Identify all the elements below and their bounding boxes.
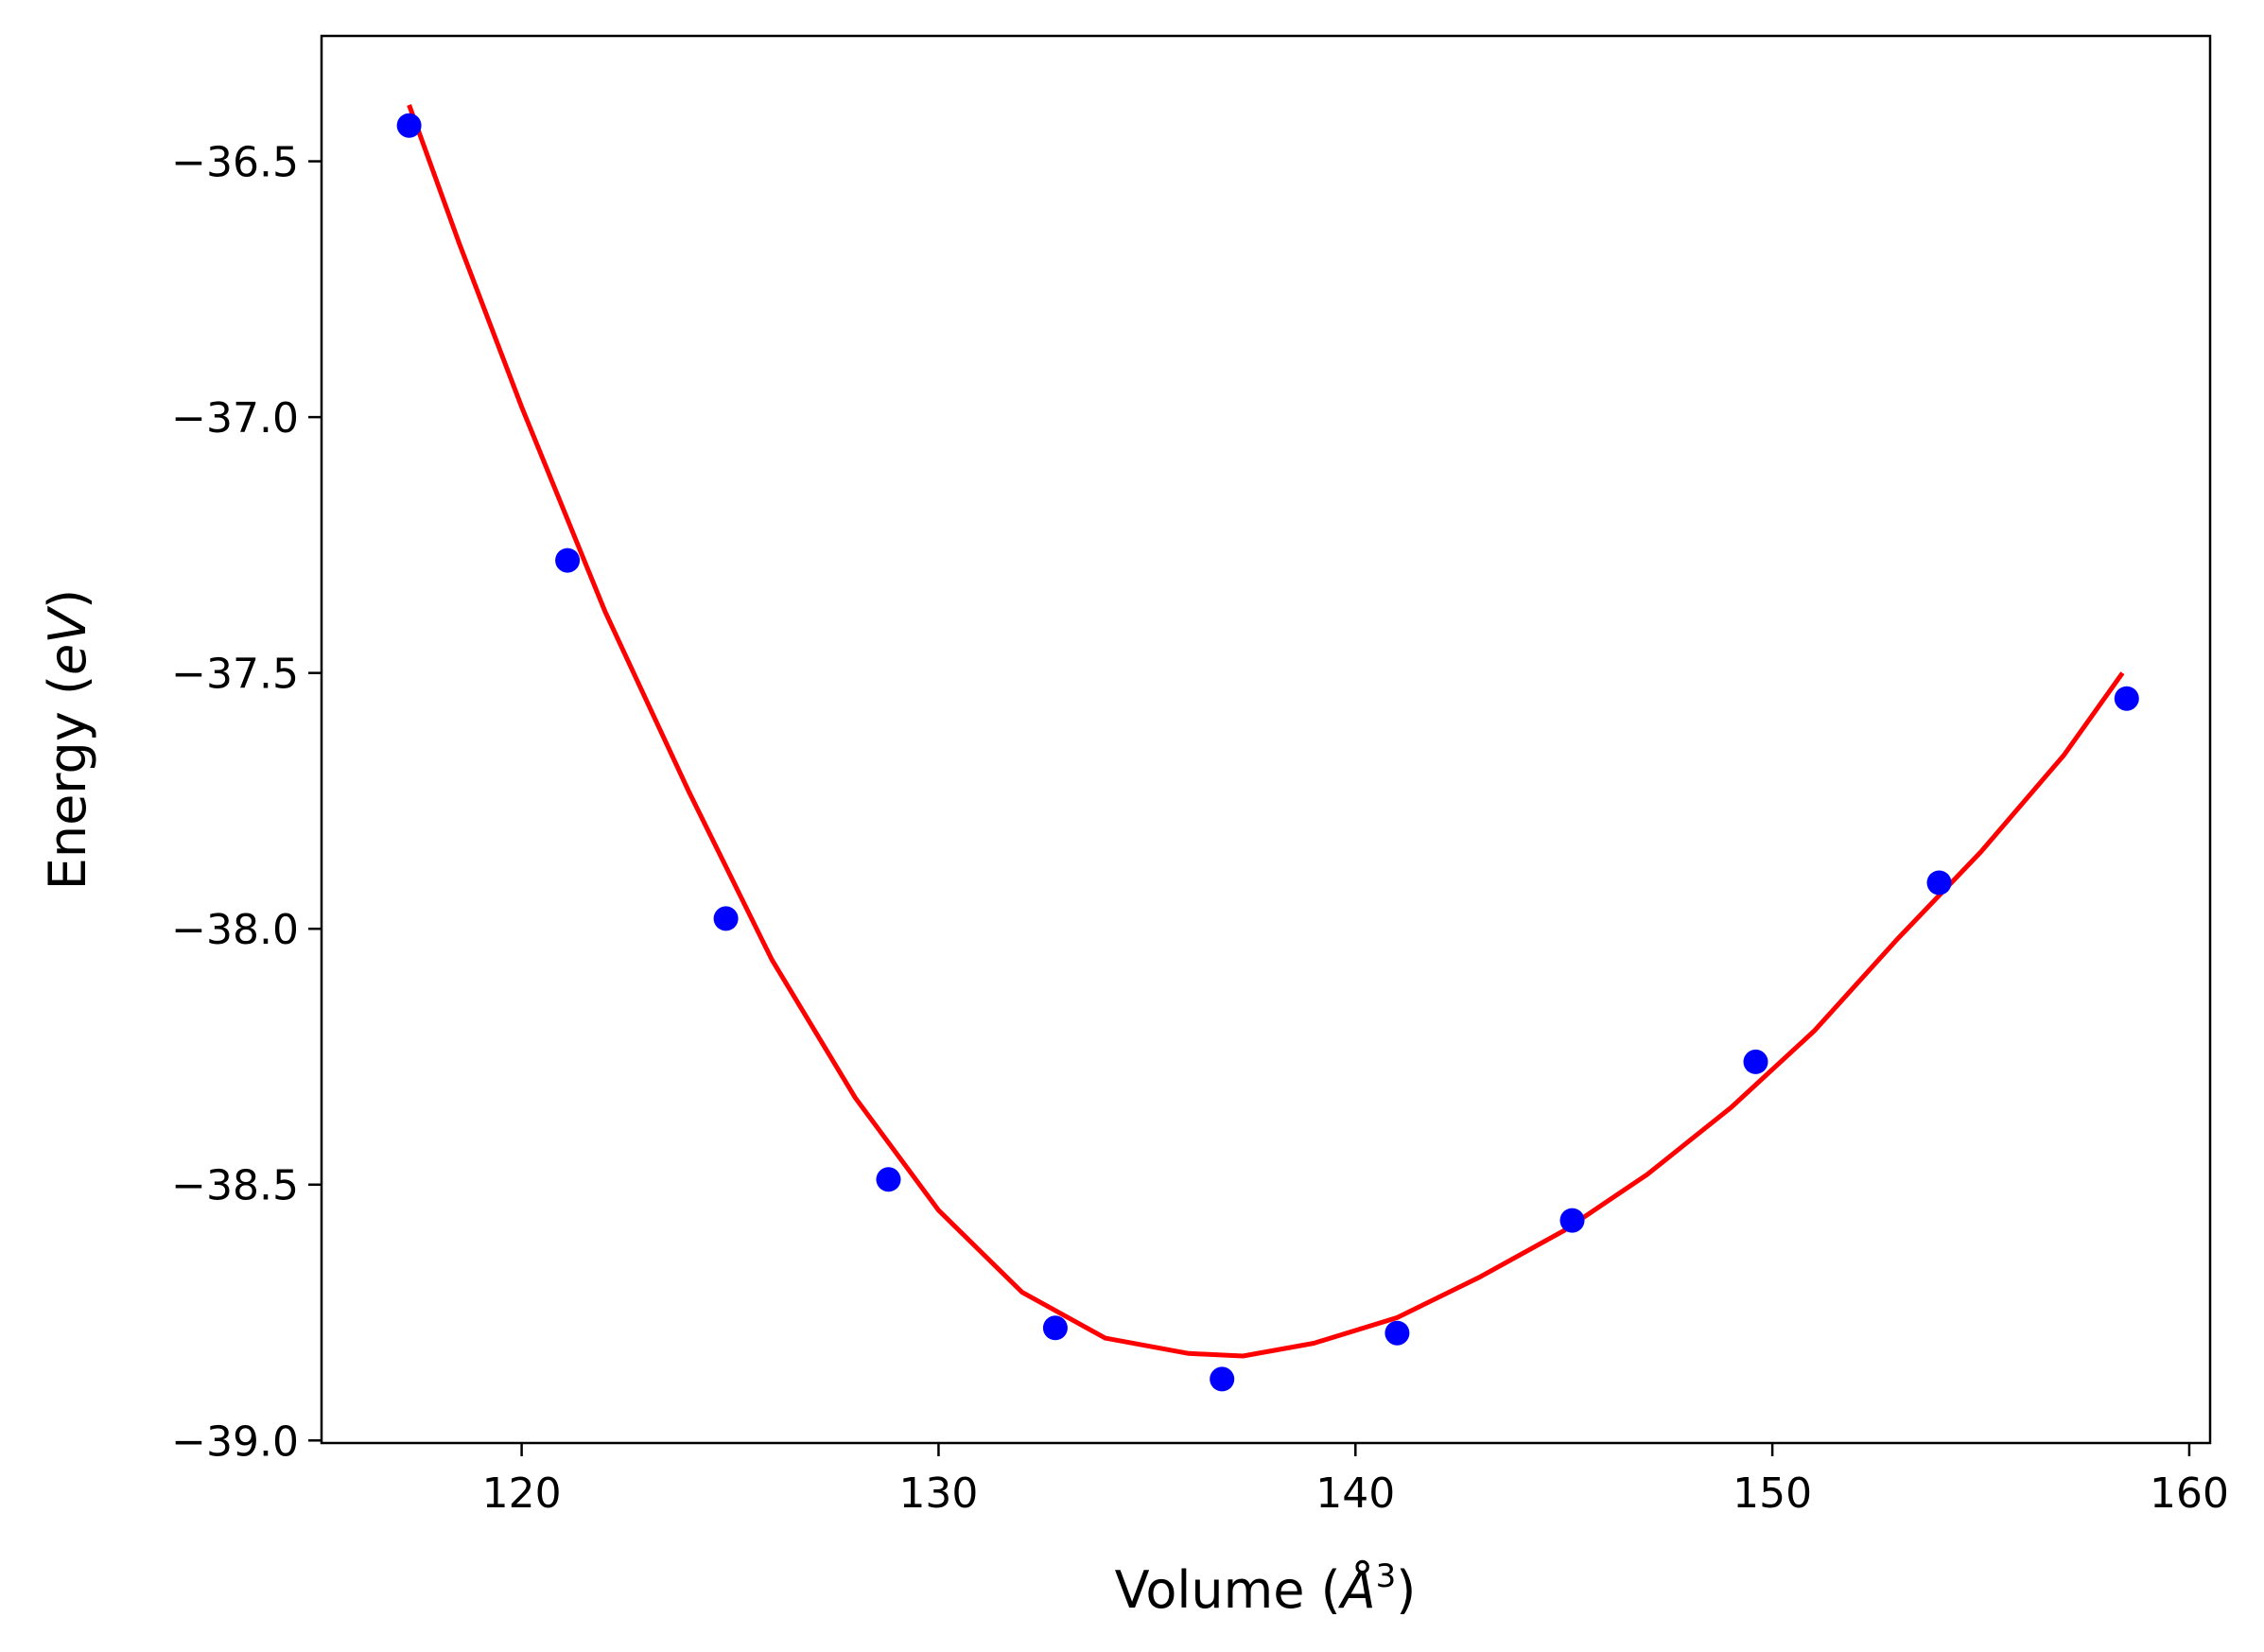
data-point bbox=[1743, 1049, 1768, 1074]
x-axis-label: Volume (Å3) bbox=[1115, 1557, 1417, 1620]
data-point bbox=[555, 548, 581, 573]
data-point bbox=[876, 1167, 901, 1192]
y-tick-label: −36.5 bbox=[171, 139, 299, 187]
fit-curve-layer bbox=[407, 104, 2125, 1359]
fit-curve bbox=[407, 104, 2125, 1359]
y-tick-label: −38.0 bbox=[171, 906, 299, 954]
data-point bbox=[713, 906, 739, 931]
y-tick-label: −37.5 bbox=[171, 651, 299, 699]
data-point bbox=[1210, 1366, 1235, 1392]
x-tick-label: 120 bbox=[482, 1469, 562, 1518]
x-axis-ticks: 120 130 140 150 160 bbox=[482, 1443, 2229, 1518]
x-tick-label: 130 bbox=[898, 1469, 978, 1518]
y-axis-label: Energy (eV) bbox=[38, 589, 97, 891]
data-point bbox=[2114, 686, 2139, 711]
plot-frame bbox=[320, 34, 2212, 1445]
y-tick-label: −37.0 bbox=[171, 394, 299, 443]
x-tick-label: 160 bbox=[2150, 1469, 2229, 1518]
x-tick-label: 150 bbox=[1733, 1469, 1812, 1518]
data-points-layer bbox=[396, 113, 2139, 1392]
x-tick-label: 140 bbox=[1315, 1469, 1395, 1518]
y-tick-label: −39.0 bbox=[171, 1417, 299, 1466]
y-tick-label: −38.5 bbox=[171, 1162, 299, 1210]
data-point bbox=[1385, 1320, 1410, 1346]
y-axis-ticks: −36.5 −37.0 −37.5 −38.0 −38.5 −39.0 bbox=[171, 139, 322, 1466]
data-point bbox=[396, 113, 422, 138]
data-point bbox=[1559, 1208, 1585, 1233]
data-point bbox=[1042, 1315, 1068, 1341]
data-point bbox=[1926, 870, 1952, 896]
